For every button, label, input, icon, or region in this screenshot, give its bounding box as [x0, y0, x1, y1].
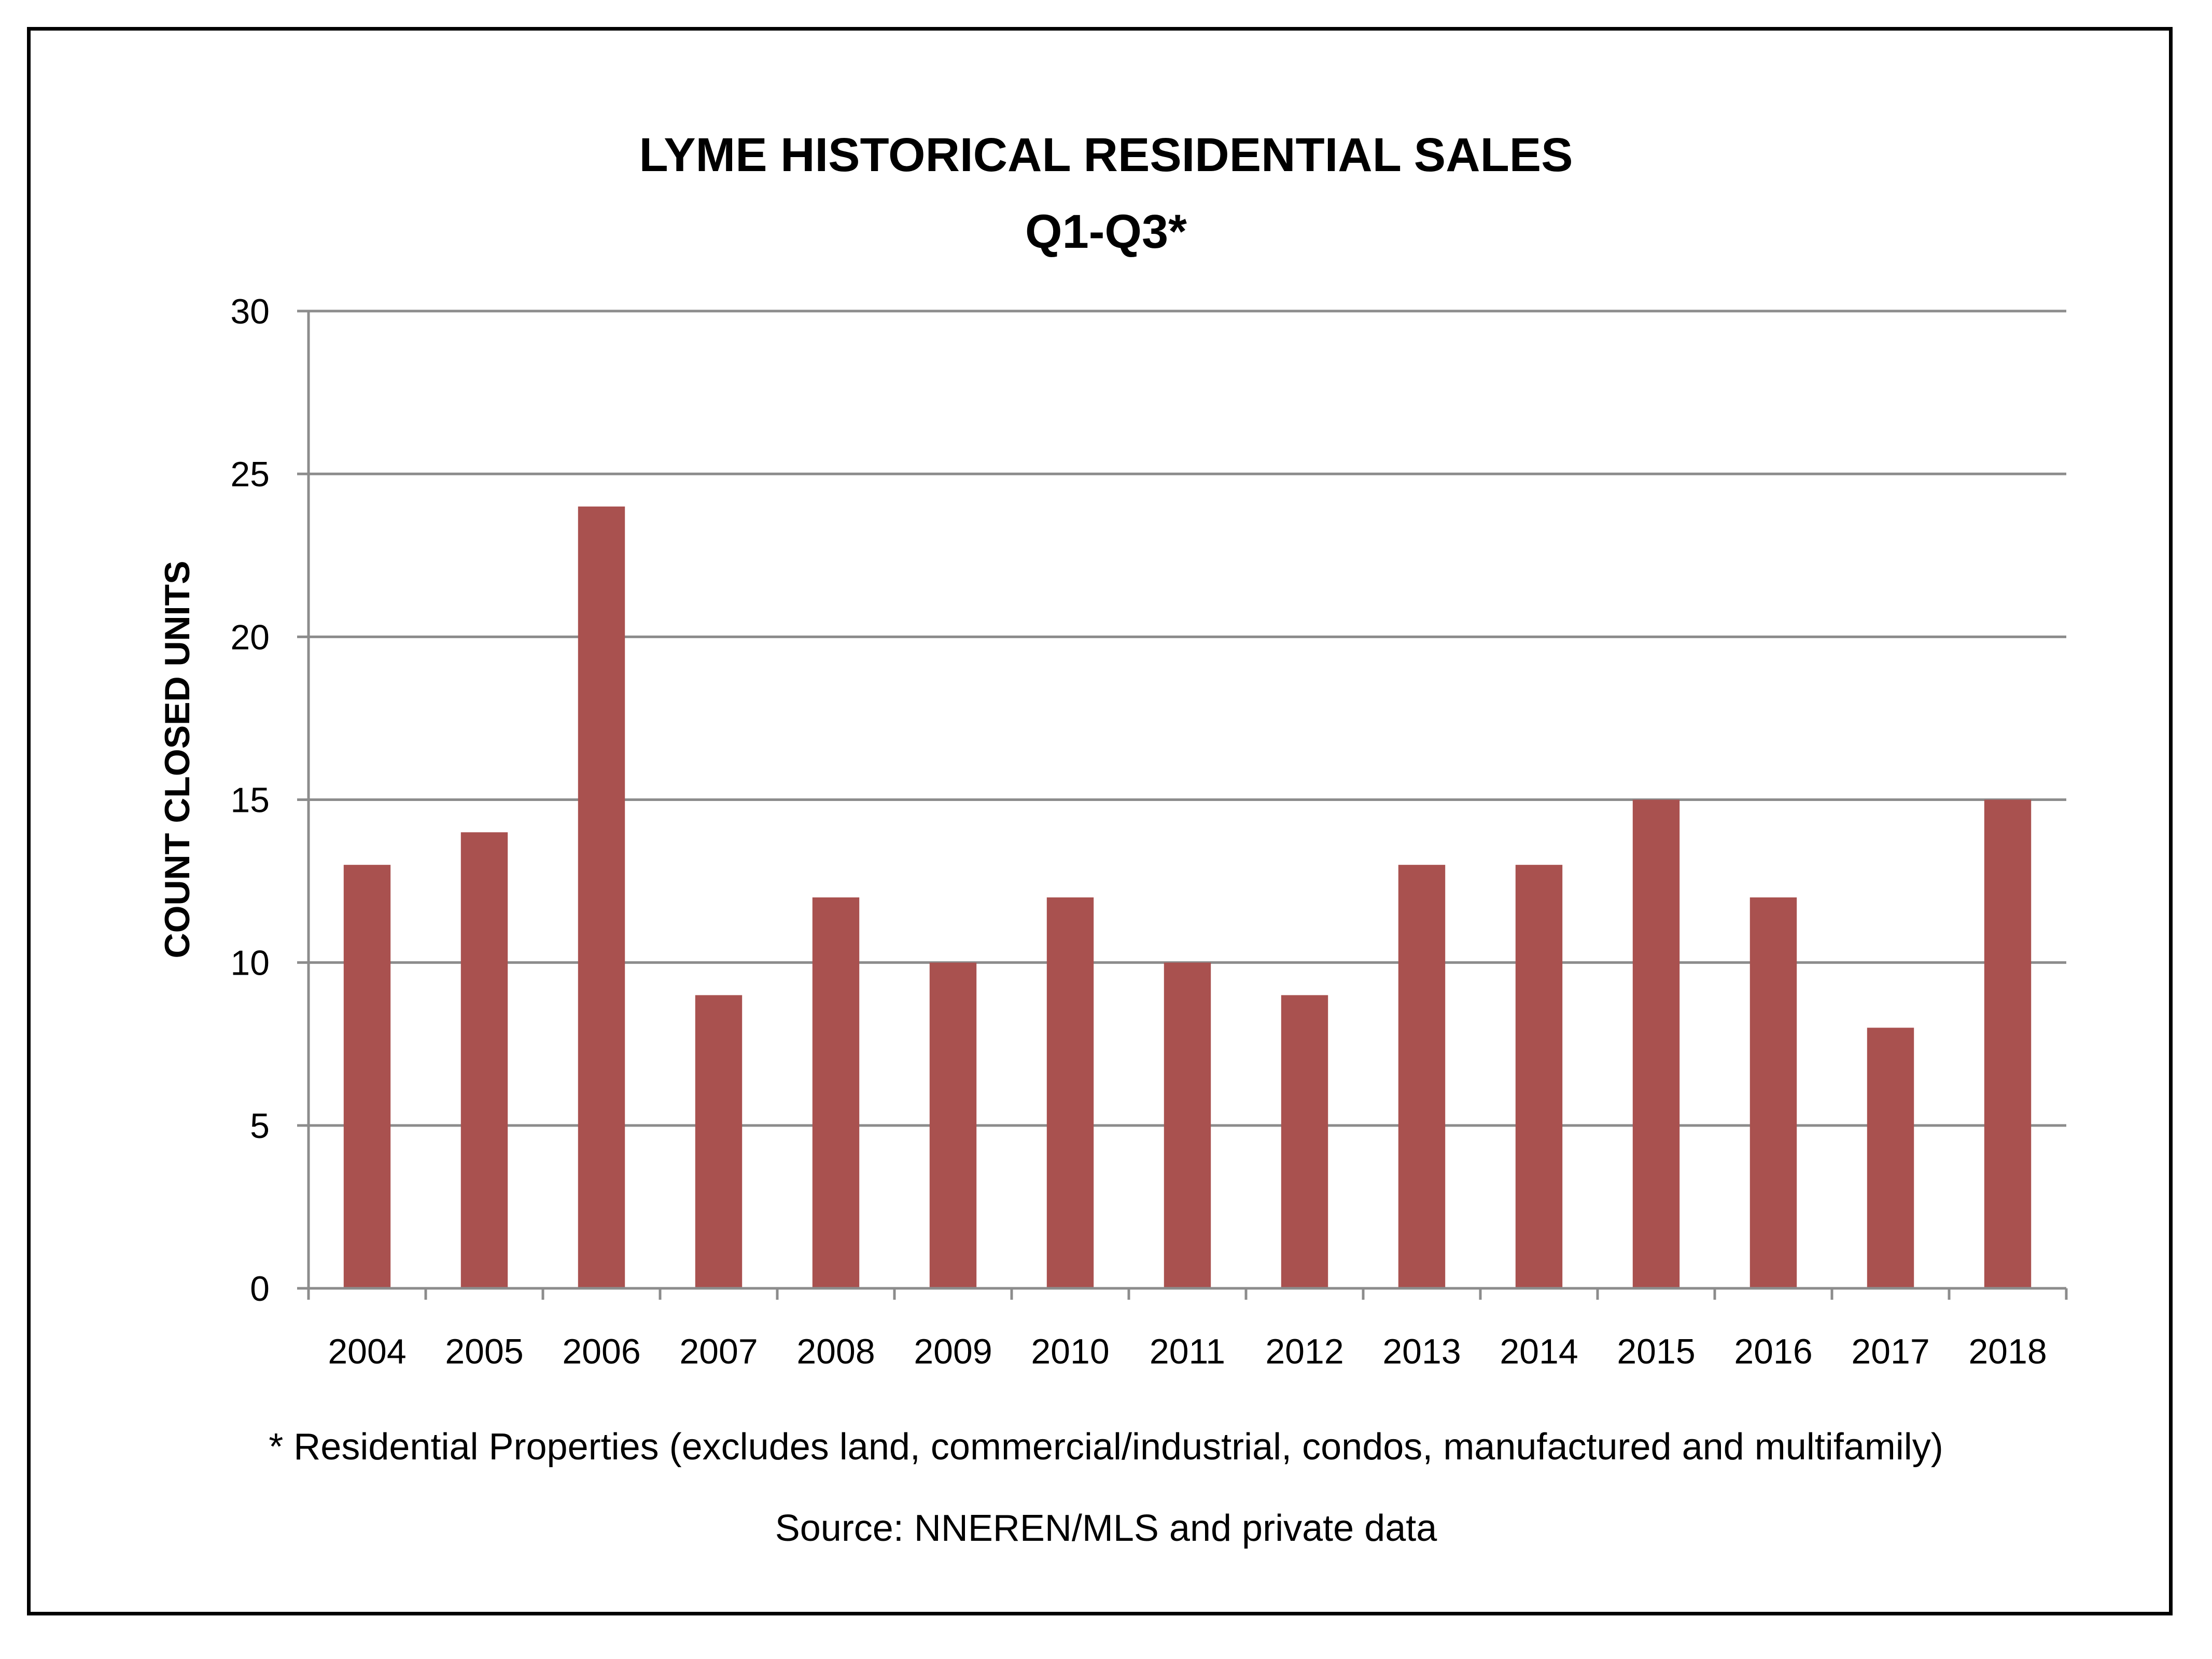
bar-2013 — [1398, 865, 1446, 1288]
y-tick-label: 20 — [230, 617, 270, 657]
y-tick-label: 30 — [230, 292, 270, 331]
bar-2011 — [1164, 962, 1211, 1288]
x-tick-labels: 2004 2005 2006 2007 2008 2009 2010 2011 2012 2013… — [328, 1332, 2047, 1371]
bar-2010 — [1046, 897, 1094, 1288]
y-tick-label: 15 — [230, 781, 270, 820]
bar-2006 — [578, 507, 625, 1288]
x-tick-label: 2007 — [679, 1332, 758, 1371]
x-tick-label: 2015 — [1617, 1332, 1695, 1371]
x-tick-label: 2014 — [1500, 1332, 1578, 1371]
bars — [343, 507, 2032, 1288]
bar-2004 — [343, 865, 391, 1288]
y-tick-label: 25 — [230, 455, 270, 494]
x-tick-label: 2016 — [1734, 1332, 1812, 1371]
y-tick-labels: 0 5 10 15 20 25 30 — [230, 292, 270, 1309]
y-axis-label: COUNT CLOSED UNITS — [158, 561, 197, 959]
x-tick-label: 2018 — [1968, 1332, 2047, 1371]
x-tick-label: 2009 — [914, 1332, 992, 1371]
y-tick-label: 5 — [250, 1106, 270, 1146]
x-tick-label: 2012 — [1265, 1332, 1343, 1371]
bar-2009 — [929, 962, 977, 1288]
x-tick-label: 2017 — [1851, 1332, 1929, 1371]
x-tick-label: 2004 — [328, 1332, 406, 1371]
x-tick-label: 2008 — [796, 1332, 875, 1371]
bar-2018 — [1984, 799, 2032, 1288]
chart-title: LYME HISTORICAL RESIDENTIAL SALES — [639, 129, 1573, 181]
footnote: * Residential Properties (excludes land,… — [269, 1426, 1943, 1468]
source-note: Source: NNEREN/MLS and private data — [775, 1508, 1438, 1549]
bar-2015 — [1632, 799, 1680, 1288]
y-tick-label: 10 — [230, 944, 270, 983]
bar-2012 — [1281, 995, 1328, 1288]
bar-2007 — [695, 995, 743, 1288]
bar-2005 — [460, 832, 508, 1288]
y-tick-label: 0 — [250, 1269, 270, 1309]
chart-subtitle: Q1-Q3* — [1025, 205, 1187, 258]
x-tick-label: 2011 — [1150, 1332, 1225, 1371]
axes — [297, 310, 2068, 1300]
bar-2017 — [1867, 1028, 1914, 1288]
bar-2016 — [1749, 897, 1797, 1288]
bar-2014 — [1515, 865, 1563, 1288]
x-tick-label: 2013 — [1382, 1332, 1461, 1371]
x-tick-label: 2005 — [445, 1332, 523, 1371]
x-tick-label: 2006 — [562, 1332, 640, 1371]
x-tick-label: 2010 — [1031, 1332, 1109, 1371]
chart-frame — [27, 27, 2173, 1615]
bar-2008 — [812, 897, 860, 1288]
